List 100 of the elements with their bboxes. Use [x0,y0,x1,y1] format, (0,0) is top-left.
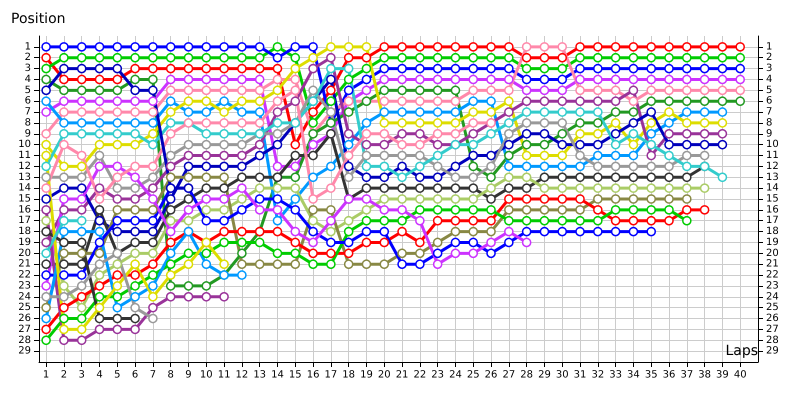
point [76,226,86,236]
point [450,183,460,193]
point [326,259,336,269]
point [130,281,140,291]
point [272,96,282,106]
point [76,86,86,96]
point [610,216,620,226]
point [522,205,532,215]
point [308,118,318,128]
point [486,150,496,160]
point [610,129,620,139]
point [237,86,247,96]
point [397,216,407,226]
point [468,172,478,182]
x-tick-label: 38 [698,370,711,380]
point [593,52,603,62]
y-tick-label: 28 [18,334,31,346]
point [450,64,460,74]
point [272,248,282,258]
point [557,107,567,117]
point [290,248,300,258]
point [468,129,478,139]
point [344,216,354,226]
point [59,336,69,346]
y2-tick-label: 23 [766,280,779,292]
point [522,129,532,139]
point [290,74,300,84]
point [593,107,603,117]
point [432,248,442,258]
point [326,64,336,74]
point [575,150,585,160]
point [646,150,656,160]
point [41,205,51,215]
point [450,52,460,62]
y2-tick-label: 25 [766,302,779,314]
point [344,172,354,182]
point [59,314,69,324]
point [202,96,212,106]
point [450,107,460,117]
point [397,259,407,269]
point [112,42,122,52]
point [646,42,656,52]
point [59,107,69,117]
point [628,140,638,150]
point [557,183,567,193]
point [272,183,282,193]
point [94,74,104,84]
point [290,42,300,52]
point [326,52,336,62]
point [432,140,442,150]
x-tick-label: 18 [342,370,356,380]
point [237,42,247,52]
point [664,74,674,84]
point [432,205,442,215]
point [148,129,158,139]
y2-tick-label: 6 [766,96,772,107]
point [290,194,300,204]
y2-tick-label: 24 [766,291,779,302]
point [166,118,176,128]
point [415,52,425,62]
point [468,107,478,117]
point [76,216,86,226]
point [41,162,51,172]
x-tick-label: 23 [431,370,444,380]
point [557,150,567,160]
point [254,118,264,128]
point [326,226,336,236]
point [610,226,620,236]
point [148,42,158,52]
point [166,64,176,74]
point [219,292,229,302]
point [130,259,140,269]
point [308,194,318,204]
point [380,172,390,182]
y-tick-label: 2 [24,52,31,64]
point [450,96,460,106]
point [184,259,194,269]
point [380,107,390,117]
point [112,324,122,334]
point [237,259,247,269]
point [664,205,674,215]
point [664,64,674,74]
point [486,52,496,62]
point [415,194,425,204]
point [432,150,442,160]
point [59,52,69,62]
point [380,52,390,62]
point [718,96,728,106]
y2-tick-label: 13 [766,172,779,183]
point [308,150,318,160]
point [593,205,603,215]
point [540,96,550,106]
y2-tick-label: 15 [766,194,779,204]
x-tick-label: 20 [378,370,391,380]
point [646,129,656,139]
point [450,129,460,139]
x-tick-label: 14 [271,370,284,380]
point [415,162,425,172]
y2-tick-label: 3 [766,63,772,74]
point [219,226,229,236]
